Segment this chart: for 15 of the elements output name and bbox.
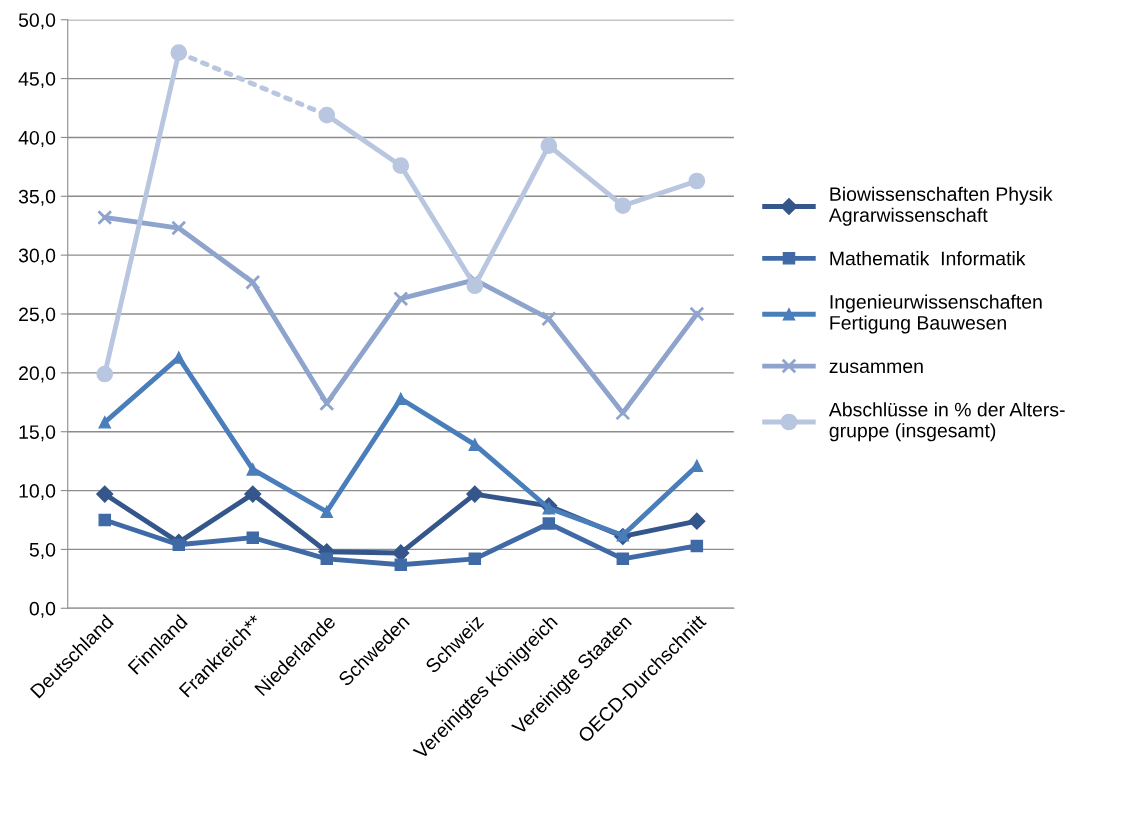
y-tick-label: 30,0 [18, 248, 56, 265]
y-tick-label: 10,0 [19, 484, 56, 501]
y-tick-label: 20,0 [19, 366, 56, 383]
legend-label: Abschlüsse in % der Alters- gruppe (insgesamt) [828, 402, 1065, 442]
legend-label: Biowissenschaften Physik Agrarwissenschaft [828, 186, 1053, 226]
y-tick-label: 5,0 [29, 542, 56, 559]
legend-label: Mathematik Informatik [830, 251, 1026, 266]
legend-label: zusammen [829, 362, 923, 374]
y-tick-label: 25,0 [19, 307, 56, 324]
legend-label: Ingenieurwissenschaften Fertigung Bauwesen [830, 294, 1042, 334]
y-tick-label: 15,0 [19, 425, 56, 442]
y-tick-label: 45,0 [18, 72, 56, 89]
y-tick-label: 40,0 [18, 130, 56, 147]
y-tick-label: 50,0 [18, 13, 56, 30]
y-tick-label: 35,0 [18, 189, 56, 206]
